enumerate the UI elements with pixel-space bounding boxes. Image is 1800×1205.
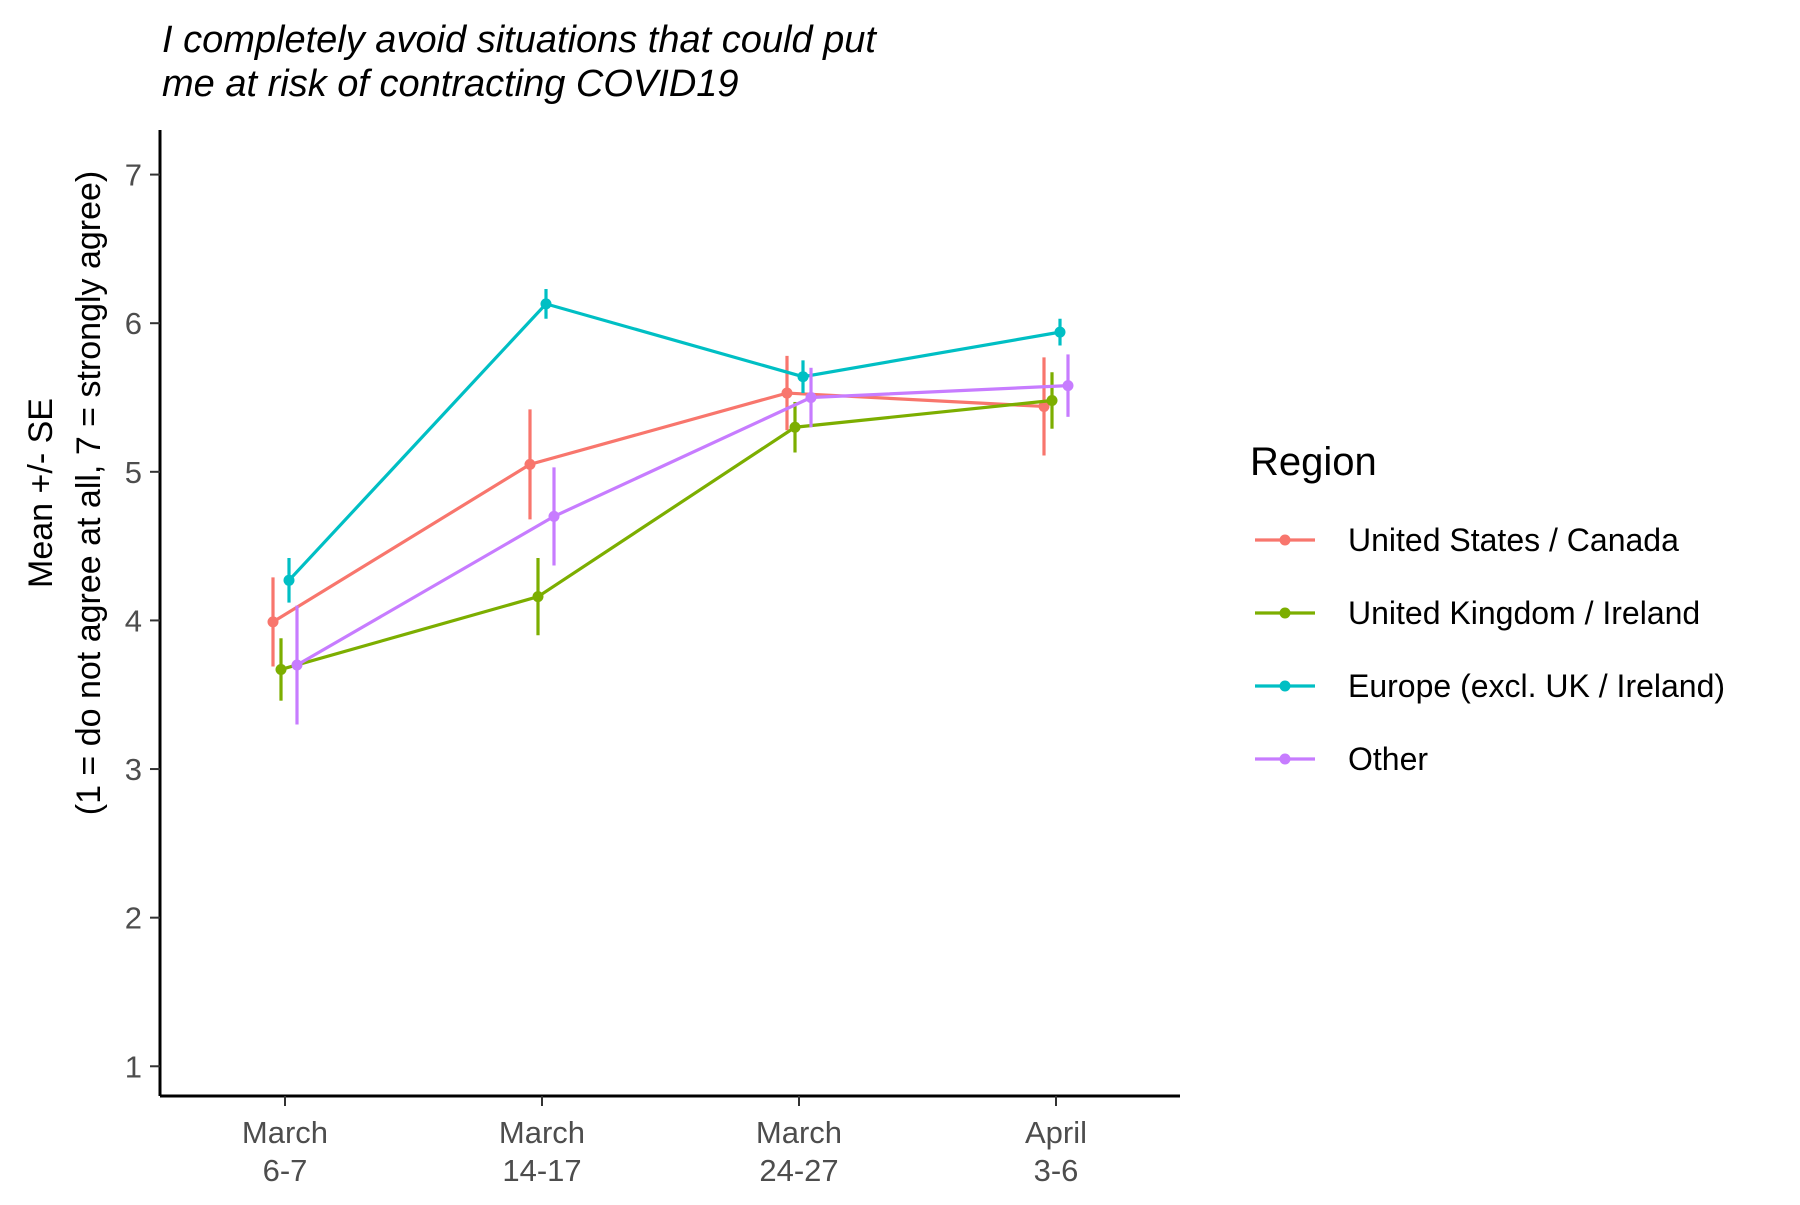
data-point (781, 387, 793, 399)
legend-item: Europe (excl. UK / Ireland) (1255, 668, 1725, 704)
data-point (1046, 394, 1058, 406)
chart-title-line-2: me at risk of contracting COVID19 (162, 63, 739, 105)
legend: Region United States / Canada United King… (1250, 440, 1725, 777)
legend-label: United Kingdom / Ireland (1348, 595, 1700, 631)
series-2 (283, 289, 1066, 603)
legend-key-point (1279, 680, 1291, 692)
data-point (524, 458, 536, 470)
series-layer (267, 289, 1074, 725)
data-point (1038, 400, 1050, 412)
series-line (287, 302, 1061, 582)
data-point (540, 298, 552, 310)
series-1 (275, 372, 1058, 701)
y-tick-label: 6 (125, 306, 142, 341)
x-tick-label: March 24-27 (756, 1115, 842, 1188)
y-tick-label: 1 (125, 1049, 142, 1084)
data-point (291, 659, 303, 671)
x-tick-label: March 6-7 (242, 1115, 328, 1188)
legend-item: Other (1255, 741, 1428, 777)
data-point (1062, 380, 1074, 392)
legend-title: Region (1250, 440, 1377, 484)
series-0 (267, 355, 1050, 667)
chart-title: I completely avoid situations that could… (162, 19, 877, 105)
legend-label: Europe (excl. UK / Ireland) (1348, 668, 1725, 704)
legend-label: Other (1348, 741, 1428, 777)
y-axis-title-line-2: (1 = do not agree at all, 7 = strongly a… (70, 171, 108, 816)
data-point (797, 371, 809, 383)
data-point (805, 392, 817, 404)
y-tick-label: 3 (125, 752, 142, 787)
data-point (548, 510, 560, 522)
x-tick-label: April 3-6 (1025, 1115, 1087, 1188)
series-3 (291, 354, 1074, 725)
series-line (280, 398, 1053, 672)
legend-item: United States / Canada (1255, 522, 1679, 558)
legend-key-point (1279, 534, 1291, 546)
legend-key-point (1279, 607, 1291, 619)
y-axis-title-line-1: Mean +/- SE (22, 398, 60, 588)
data-point (267, 616, 279, 628)
y-tick-label: 5 (125, 455, 142, 490)
data-point (283, 574, 295, 586)
series-line (296, 384, 1069, 667)
data-point (789, 421, 801, 433)
legend-item: United Kingdom / Ireland (1255, 595, 1700, 631)
legend-key-point (1279, 753, 1291, 765)
axes: 1 2 3 4 5 6 7 March 6-7 March 14-17 March 24-27 April… (125, 130, 1180, 1188)
y-tick-label: 7 (125, 158, 142, 193)
series-line (272, 391, 1045, 624)
chart-title-line-1: I completely avoid situations that could… (162, 19, 877, 61)
data-point (275, 663, 287, 675)
y-axis-title: Mean +/- SE (1 = do not agree at all, 7 … (22, 171, 108, 816)
x-tick-label: March 14-17 (499, 1115, 585, 1188)
data-point (1054, 326, 1066, 338)
data-point (532, 591, 544, 603)
y-tick-label: 2 (125, 901, 142, 936)
y-tick-label: 4 (125, 603, 142, 638)
legend-label: United States / Canada (1348, 522, 1679, 558)
